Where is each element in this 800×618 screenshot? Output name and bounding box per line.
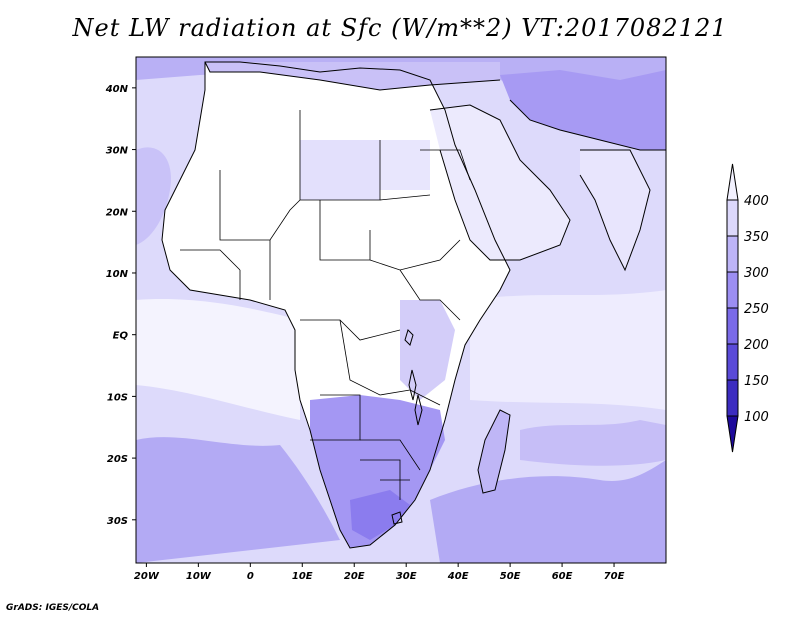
arabia-land xyxy=(430,105,570,260)
x-tick-label: 0 xyxy=(247,571,254,582)
x-tick-label: 20E xyxy=(344,571,365,582)
field-eq-indian xyxy=(470,290,666,410)
colorbar-extend-min xyxy=(726,415,739,453)
x-axis: 20W 10W 0 10E 20E 30E 40E 50E 60E 70E xyxy=(134,563,625,582)
colorbar-segment xyxy=(726,199,739,237)
radiation-field xyxy=(136,57,666,563)
chart-title: Net LW radiation at Sfc (W/m**2) VT:2017… xyxy=(72,14,728,42)
south-africa-core xyxy=(350,490,410,540)
country-borders xyxy=(180,110,471,500)
colorbar-label: 350 xyxy=(744,230,769,245)
colorbar-extend-max xyxy=(726,163,739,201)
colorbar-segment xyxy=(726,235,739,273)
field-indian-patch xyxy=(520,420,666,466)
y-tick-label: 20S xyxy=(107,454,128,465)
lakes xyxy=(391,329,423,525)
y-axis: 40N 30N 20N 10N EQ 10S 20S 30S xyxy=(105,84,136,527)
colorbar-label: 250 xyxy=(744,302,769,317)
y-tick-label: 10N xyxy=(106,269,129,280)
colorbar-label: 200 xyxy=(744,338,769,353)
coastlines xyxy=(161,61,666,549)
colorbar-label: 300 xyxy=(744,266,769,281)
india-land xyxy=(580,150,650,270)
colorbar-segment xyxy=(726,379,739,417)
x-tick-label: 50E xyxy=(500,571,521,582)
x-tick-label: 70E xyxy=(604,571,625,582)
iran-asia-field xyxy=(500,70,666,150)
credit-text: GrADS: IGES/COLA xyxy=(6,603,100,613)
y-tick-label: 30N xyxy=(106,146,129,157)
y-tick-label: EQ xyxy=(113,331,129,342)
libya-patch xyxy=(300,140,380,200)
plot-border xyxy=(135,56,667,564)
southern-africa-field xyxy=(310,395,445,548)
x-tick-label: 10E xyxy=(292,571,313,582)
field-atlantic-patch xyxy=(136,147,171,245)
colorbar-label: 400 xyxy=(744,194,769,209)
colorbar-segment xyxy=(726,343,739,381)
europe-med-field xyxy=(205,62,500,90)
field-south-atlantic xyxy=(136,437,340,563)
egypt-patch xyxy=(380,140,430,190)
y-tick-label: 20N xyxy=(106,207,129,218)
y-tick-label: 30S xyxy=(107,516,128,527)
colorbar-segment xyxy=(726,307,739,345)
x-tick-label: 30E xyxy=(396,571,417,582)
colorbar-label: 150 xyxy=(744,374,769,389)
madagascar xyxy=(477,409,511,494)
x-tick-label: 10W xyxy=(186,571,212,582)
colorbar-segment xyxy=(726,271,739,309)
x-tick-label: 60E xyxy=(552,571,573,582)
y-tick-label: 10S xyxy=(107,392,128,403)
x-tick-label: 20W xyxy=(134,571,160,582)
field-eq-atlantic xyxy=(136,299,300,420)
colorbar-label: 100 xyxy=(744,410,769,425)
x-tick-label: 40E xyxy=(447,571,469,582)
y-tick-label: 40N xyxy=(105,84,129,95)
colorbar: 100 150 200 250 300 350 400 xyxy=(726,163,769,453)
